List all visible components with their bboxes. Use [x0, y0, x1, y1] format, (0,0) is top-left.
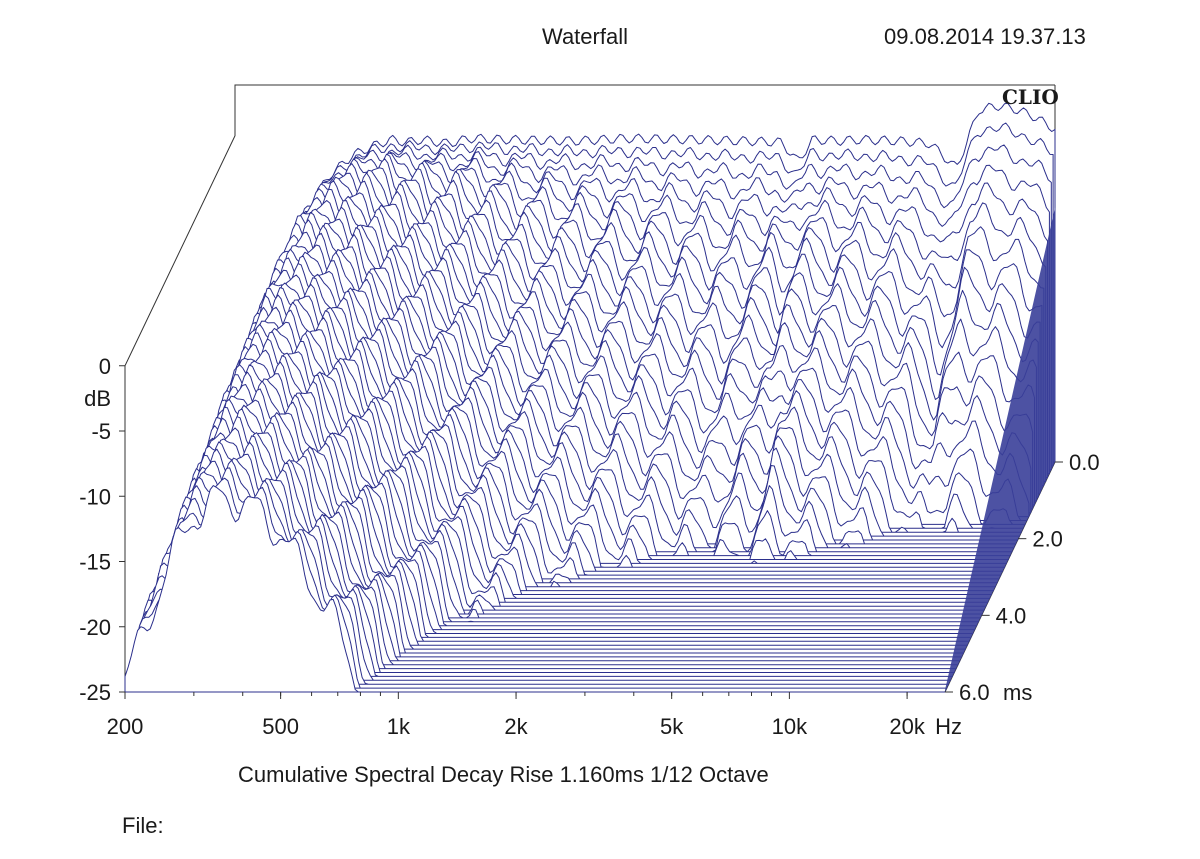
- x-tick-label: 2k: [504, 714, 528, 739]
- chart-title: Waterfall: [542, 24, 628, 49]
- y-tick-label: -15: [79, 550, 111, 575]
- z-tick-label: 4.0: [996, 603, 1027, 628]
- x-tick-label: 200: [107, 714, 144, 739]
- y-axis-label: dB: [84, 386, 111, 411]
- file-label: File:: [122, 813, 164, 838]
- x-tick-label: 10k: [772, 714, 808, 739]
- z-tick-label: 2.0: [1032, 527, 1063, 552]
- decay-slice: [124, 485, 946, 693]
- measurement-timestamp: 09.08.2014 19.37.13: [884, 24, 1086, 49]
- right-side-wall: [945, 207, 1055, 692]
- y-tick-label: -5: [91, 419, 111, 444]
- z-axis-unit: ms: [1003, 680, 1032, 705]
- axes: 0 -5 -10 -15 -20 -25 dB 200 500 1k 2k 5k 10k 20k Hz 0.0…: [79, 354, 1099, 739]
- y-tick-label: -25: [79, 680, 111, 705]
- y-tick-label: -20: [79, 615, 111, 640]
- x-tick-label: 1k: [387, 714, 411, 739]
- x-tick-label: 500: [262, 714, 299, 739]
- clio-brand-label: CLIO: [1002, 85, 1059, 109]
- x-tick-label: 20k: [889, 714, 925, 739]
- frame-back-edge: [124, 84, 1055, 366]
- z-tick-label: 0.0: [1069, 450, 1100, 475]
- y-tick-label: -10: [79, 484, 111, 509]
- chart-subtitle: Cumulative Spectral Decay Rise 1.160ms 1…: [238, 762, 769, 787]
- x-axis-unit: Hz: [935, 714, 962, 739]
- y-tick-label: 0: [99, 354, 111, 379]
- decay-slices: [124, 102, 1056, 693]
- z-tick-label: 6.0: [959, 680, 990, 705]
- x-tick-label: 5k: [660, 714, 684, 739]
